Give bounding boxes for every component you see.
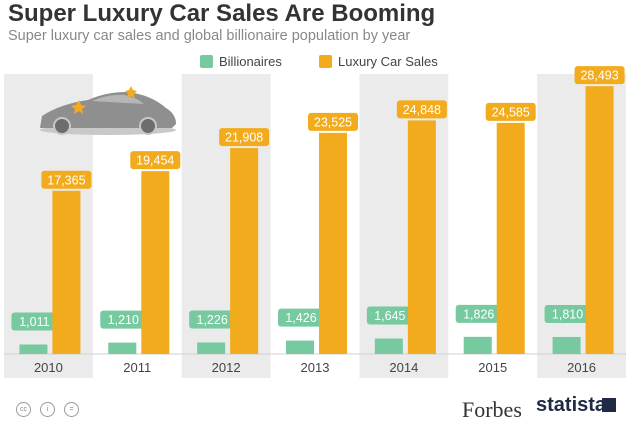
data-label-bg [396, 100, 447, 119]
data-label-bg [11, 312, 58, 331]
data-label: 1,645 [374, 309, 405, 323]
bar-billionaires [463, 336, 492, 354]
data-label: 1,826 [463, 307, 494, 321]
car-wheel-rear [139, 117, 157, 135]
data-label-bg [41, 170, 92, 189]
by-icon: i [40, 402, 55, 417]
legend-label-luxury-car-sales: Luxury Car Sales [338, 54, 438, 69]
data-label-bg [278, 308, 324, 327]
data-label-bg [130, 151, 181, 170]
x-tick-label: 2013 [301, 360, 330, 375]
x-tick-label: 2011 [123, 360, 151, 375]
statista-logo-icon [602, 398, 616, 412]
data-label: 1,011 [19, 315, 49, 329]
data-label-bg [100, 310, 147, 329]
data-label-bg [366, 306, 413, 325]
bar-billionaires [286, 340, 314, 354]
data-label: 1,226 [197, 313, 228, 327]
sparkle-icon [125, 86, 137, 98]
bar-billionaires [19, 344, 48, 354]
chart-title: Super Luxury Car Sales Are Booming [8, 0, 436, 27]
forbes-logo: Forbes [462, 397, 522, 422]
data-label: 17,365 [47, 173, 85, 187]
data-label-bg [455, 304, 502, 323]
data-label-bg [574, 66, 625, 85]
car-body [40, 92, 176, 128]
x-tick-label: 2014 [389, 360, 418, 375]
legend: Billionaires Luxury Car Sales [0, 54, 640, 72]
legend-swatch-luxury-car-sales [319, 55, 332, 68]
legend-swatch-billionaires [200, 55, 213, 68]
data-label: 1,426 [285, 311, 316, 325]
cc-icon: cc [16, 402, 31, 417]
data-label: 1,210 [108, 313, 139, 327]
bar-luxury-car-sales [319, 132, 347, 354]
x-tick-label: 2010 [34, 360, 63, 375]
data-label: 23,525 [314, 115, 352, 129]
data-label: 28,493 [580, 69, 618, 83]
bar-luxury-car-sales [496, 122, 525, 354]
bar-luxury-car-sales [141, 171, 170, 354]
car-wheel-front [53, 117, 71, 135]
bar-billionaires [108, 342, 137, 354]
statista-logo: statista [536, 394, 607, 416]
equals-icon: = [64, 402, 79, 417]
x-tick-label: 2012 [212, 360, 241, 375]
sparkle-icon [71, 100, 86, 114]
footer: cc i = Forbes statista [0, 394, 640, 422]
data-label-bg [189, 310, 236, 329]
bar-luxury-car-sales [407, 120, 436, 354]
car-window [92, 94, 144, 104]
bar-luxury-car-sales [585, 86, 614, 354]
data-label-bg [219, 128, 270, 147]
data-label: 24,585 [492, 105, 530, 119]
legend-label-billionaires: Billionaires [219, 54, 282, 69]
legend-item-billionaires: Billionaires [200, 54, 282, 69]
x-tick-label: 2015 [478, 360, 507, 375]
bar-luxury-car-sales [52, 190, 81, 354]
data-label-bg [308, 112, 358, 131]
bar-billionaires [374, 338, 403, 354]
bar-billionaires [197, 342, 226, 354]
bar-billionaires [552, 336, 581, 354]
legend-item-luxury-car-sales: Luxury Car Sales [319, 54, 438, 69]
data-label-bg [485, 102, 536, 121]
x-tick-label: 2016 [567, 360, 596, 375]
bar-luxury-car-sales [230, 148, 259, 354]
chart-subtitle: Super luxury car sales and global billio… [8, 28, 411, 44]
data-label: 21,908 [225, 131, 263, 145]
data-label: 1,810 [552, 307, 583, 321]
data-label: 24,848 [403, 103, 441, 117]
sports-car-icon [40, 86, 176, 135]
data-label-bg [544, 304, 591, 323]
data-label: 19,454 [136, 154, 174, 168]
